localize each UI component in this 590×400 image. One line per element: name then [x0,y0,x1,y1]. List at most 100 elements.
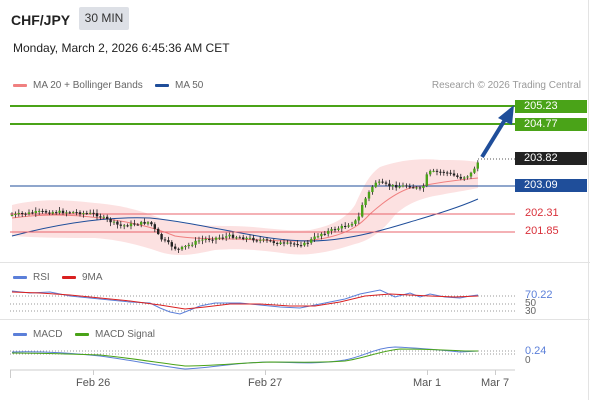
candle-body [150,222,153,225]
support-2-value: 201.85 [525,225,559,237]
candle-body [140,221,143,225]
ma20-label: MA 20 + Bollinger Bands [33,80,143,91]
bollinger-band-area [12,159,478,256]
candle-body [473,168,476,173]
macd-line [11,346,479,370]
candle-body [333,229,337,231]
candle-body [269,240,272,242]
candle-body [116,221,119,225]
resistance-2-value: 205.23 [524,100,558,112]
macd-signal-swatch-icon [75,333,89,336]
candle-body [17,213,20,215]
candle-body [432,170,435,172]
candle-body [449,172,452,174]
macd-zero-label: 0 [525,355,531,366]
candle-body [320,233,323,237]
legend-ma50: MA 50 [155,80,203,91]
candle-body [89,212,92,214]
candle-body [99,216,102,218]
candle-body [316,236,320,238]
candle-body [208,238,211,240]
candle-body [85,213,88,215]
candle-body [350,223,354,226]
candle-body [344,225,347,227]
candle-body [456,175,459,177]
candle-body [214,237,218,240]
candle-body [109,219,112,223]
legend-macd: MACD [13,329,62,340]
macd-swatch-icon [13,333,27,336]
candle-body [55,212,58,214]
rsi-swatch-icon [13,276,27,279]
pivot-tag: 203.09 [515,179,587,192]
candle-body [398,186,401,188]
candle-body [34,211,37,213]
candle-body [452,173,456,176]
candle-body [48,212,51,214]
x-axis-label-mar7: Mar 7 [481,377,510,389]
candle-body [14,213,17,215]
candle-body [408,186,411,188]
candle-body [21,213,24,215]
candle-body [306,242,309,244]
candle-body [303,242,306,246]
timeframe-button[interactable]: 30 MIN [79,7,129,30]
symbol-title: CHF/JPY [11,12,71,28]
forecast-arrow-line [480,116,508,159]
candle-body [231,234,235,238]
candle-body [160,234,163,240]
candle-body [446,172,449,174]
candle-body [221,237,224,239]
candle-body [282,242,286,244]
candle-body [415,187,418,189]
candle-body [218,237,221,239]
candle-body [265,239,269,241]
candle-body [381,181,384,183]
candle-body [388,183,391,187]
candle-body [228,234,231,237]
candle-body [476,162,479,169]
candle-body [211,239,214,241]
candle-body [174,246,177,249]
legend-rsi-ma: 9MA [62,272,103,283]
candle-body [276,242,279,244]
candle-body [235,237,238,239]
candle-body [401,185,405,187]
candle-body [75,212,78,214]
rsi-level-30-label: 30 [525,306,537,317]
candle-body [38,210,41,212]
candle-body [255,240,258,242]
candle-body [286,242,289,244]
macd-label: MACD [33,329,63,340]
candle-body [82,213,85,215]
candle-body [31,212,34,214]
candle-body [157,228,160,235]
candle-body [146,222,150,224]
resistance-2-tag: 205.23 [515,100,587,113]
candle-body [378,181,381,183]
candle-body [272,241,275,243]
candle-body [197,240,201,242]
candle-body [405,185,408,187]
candle-body [163,239,167,241]
candle-body [293,243,296,245]
candle-body [395,185,398,188]
candle-body [133,223,136,225]
candle-body [242,237,245,240]
candle-body [27,212,31,215]
candle-body [361,204,364,217]
rsi-ma-label: 9MA [82,272,103,283]
legend-ma20: MA 20 + Bollinger Bands [13,80,143,91]
candle-body [248,237,252,239]
candle-body [374,182,377,187]
datetime-label: Monday, March 2, 2026 6:45:36 AM CET [13,41,230,55]
candle-body [245,237,248,240]
copyright-text: Research © 2026 Trading Central [431,80,581,91]
candle-body [310,239,313,243]
candle-body [354,220,357,224]
candle-body [72,212,75,214]
last-price-value: 203.82 [524,152,558,164]
candle-body [439,171,442,173]
ma50-label: MA 50 [175,80,204,91]
